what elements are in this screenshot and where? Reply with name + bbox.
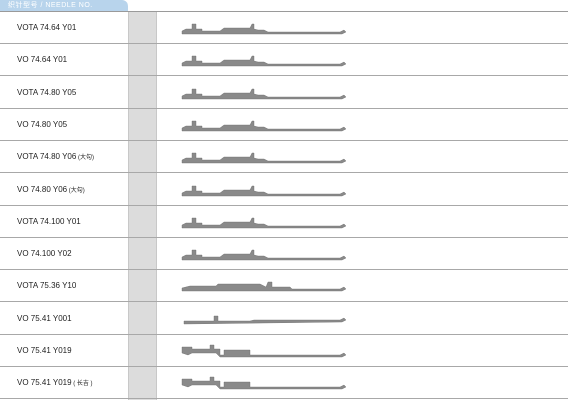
needle-model-label: VOTA 74.64 Y01 <box>17 12 76 43</box>
needle-model-text: VO 75.41 Y001 <box>17 313 72 323</box>
needle-illustration <box>181 152 347 164</box>
needle-table: VOTA 74.64 Y01 VO 74.64 Y01 VOTA 74.80 Y05… <box>0 11 568 400</box>
needle-model-text: VO 74.64 Y01 <box>17 55 68 65</box>
table-row: VOTA 74.80 Y05 <box>0 77 568 109</box>
needle-illustration <box>181 282 347 292</box>
needle-illustration <box>181 120 347 132</box>
needle-shape <box>181 152 347 164</box>
needle-model-text: VOTA 74.100 Y01 <box>17 216 81 226</box>
needle-model-text: VOTA 74.80 Y05 <box>17 87 77 97</box>
needle-shape <box>181 120 347 132</box>
table-row: VOTA 75.36 Y10 <box>0 270 568 303</box>
needle-model-label: VOTA 74.100 Y01 <box>17 206 81 237</box>
needle-illustration <box>181 88 347 99</box>
needle-shape <box>183 315 347 324</box>
separator-column <box>128 12 157 400</box>
needle-model-text: VOTA 74.64 Y01 <box>17 23 77 32</box>
needle-model-text: VO 75.41 Y019 <box>17 378 72 388</box>
header-title: 织针型号 / NEEDLE NO. <box>8 2 93 9</box>
needle-illustration <box>181 185 347 196</box>
needle-model-text: VO 75.41 Y019 <box>17 346 72 355</box>
needle-model-note: (大勾) <box>67 187 85 194</box>
needle-illustration <box>183 315 347 324</box>
table-row: VOTA 74.80 Y06 (大勾) <box>0 141 568 174</box>
needle-shape <box>181 249 347 261</box>
needle-shape <box>181 23 347 35</box>
needle-model-text: VOTA 74.80 Y06 <box>17 152 77 162</box>
needle-shape <box>181 344 347 358</box>
needle-model-label: VOTA 74.80 Y05 <box>17 77 76 108</box>
needle-model-label: VO 74.64 Y01 <box>17 44 67 75</box>
needle-model-label: VO 75.41 Y019 ( 长吉 ) <box>17 367 93 400</box>
table-row: VO 75.41 Y019 ( 长吉 ) <box>0 367 568 400</box>
needle-model-text: VOTA 75.36 Y10 <box>17 281 77 291</box>
needle-model-text: VO 74.100 Y02 <box>17 249 72 259</box>
needle-model-label: VO 74.80 Y05 <box>17 109 67 140</box>
needle-shape <box>181 217 347 228</box>
table-row: VO 75.41 Y001 <box>0 303 568 335</box>
needle-model-text: VO 74.80 Y05 <box>17 119 68 129</box>
needle-model-note: (大勾) <box>76 155 94 162</box>
needle-model-label: VOTA 74.80 Y06 (大勾) <box>17 141 94 174</box>
needle-illustration <box>181 56 347 67</box>
table-row: VO 74.100 Y02 <box>0 238 568 271</box>
needle-model-label: VO 75.41 Y019 <box>17 335 72 366</box>
needle-model-label: VOTA 75.36 Y10 <box>17 270 76 301</box>
needle-model-label: VO 74.80 Y06 (大勾) <box>17 174 85 207</box>
table-row: VO 74.80 Y05 <box>0 109 568 141</box>
needle-shape <box>181 282 347 292</box>
needle-illustration <box>181 344 347 358</box>
needle-illustration <box>181 249 347 261</box>
table-row: VO 74.80 Y06 (大勾) <box>0 174 568 206</box>
needle-shape <box>181 185 347 196</box>
header-tab: 织针型号 / NEEDLE NO. <box>0 0 128 11</box>
needle-illustration <box>181 217 347 228</box>
needle-model-label: VO 74.100 Y02 <box>17 238 72 269</box>
table-row: VO 74.64 Y01 <box>0 44 568 77</box>
needle-illustration <box>181 377 347 390</box>
needle-shape <box>181 56 347 67</box>
needle-model-label: VO 75.41 Y001 <box>17 303 72 334</box>
needle-model-text: VO 74.80 Y06 <box>17 184 68 194</box>
needle-shape <box>181 88 347 99</box>
needle-shape <box>181 377 347 390</box>
table-row: VO 75.41 Y019 <box>0 335 568 367</box>
table-row: VOTA 74.100 Y01 <box>0 206 568 238</box>
table-row: VOTA 74.64 Y01 <box>0 12 568 44</box>
needle-model-note: ( 长吉 ) <box>71 381 93 388</box>
needle-illustration <box>181 23 347 35</box>
